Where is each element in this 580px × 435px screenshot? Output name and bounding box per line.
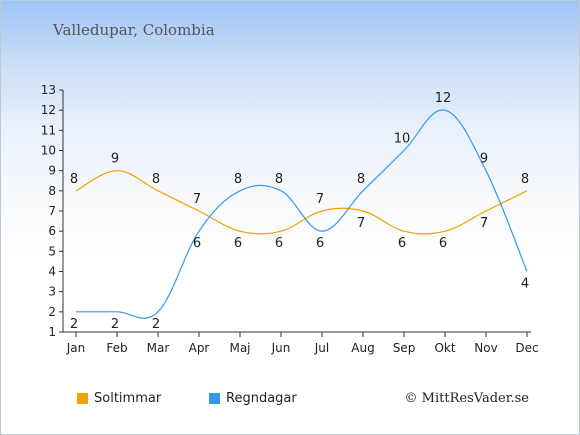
y-tick-label: 10 — [41, 144, 56, 158]
y-tick-label: 7 — [48, 204, 56, 218]
y-tick-label: 8 — [48, 184, 56, 198]
data-label-soltimmar: 7 — [193, 192, 201, 207]
data-label-regndagar: 2 — [111, 317, 119, 332]
x-tick-label: Nov — [474, 341, 497, 355]
data-label-regndagar: 10 — [394, 132, 411, 147]
x-tick-label: Dec — [515, 341, 538, 355]
data-label-regndagar: 2 — [152, 317, 160, 332]
data-label-regndagar: 4 — [521, 277, 529, 292]
data-label-soltimmar: 7 — [480, 216, 488, 231]
data-label-regndagar: 6 — [316, 236, 324, 251]
y-tick-label: 2 — [48, 305, 56, 319]
y-tick-label: 4 — [48, 265, 56, 279]
legend-swatch-soltimmar — [77, 393, 88, 404]
legend-label-regndagar: Regndagar — [226, 391, 297, 406]
x-tick-label: Feb — [106, 341, 127, 355]
data-label-regndagar: 8 — [357, 172, 365, 187]
legend-item-regndagar: Regndagar — [209, 391, 297, 406]
data-label-soltimmar: 8 — [70, 172, 78, 187]
y-tick-label: 13 — [41, 83, 56, 97]
chart-title: Valledupar, Colombia — [53, 21, 215, 39]
data-label-soltimmar: 7 — [357, 216, 365, 231]
data-label-regndagar: 6 — [193, 236, 201, 251]
data-label-soltimmar: 8 — [152, 172, 160, 187]
x-tick-label: Okt — [434, 341, 455, 355]
x-tick-label: Jul — [314, 341, 329, 355]
x-tick-label: Aug — [351, 341, 374, 355]
y-tick-label: 5 — [48, 244, 56, 258]
data-label-soltimmar: 6 — [234, 236, 242, 251]
series-line-soltimmar — [75, 170, 528, 235]
y-tick-label: 11 — [41, 123, 56, 137]
data-label-soltimmar: 8 — [521, 172, 529, 187]
data-label-soltimmar: 7 — [316, 192, 324, 207]
data-label-regndagar: 8 — [234, 172, 242, 187]
data-label-soltimmar: 6 — [398, 236, 406, 251]
y-tick-label: 1 — [48, 325, 56, 339]
y-tick-label: 3 — [48, 285, 56, 299]
series-line-regndagar — [75, 109, 528, 319]
data-label-soltimmar: 9 — [111, 152, 119, 167]
data-label-soltimmar: 6 — [439, 236, 447, 251]
y-tick-label: 12 — [41, 103, 56, 117]
x-tick-label: Apr — [189, 341, 210, 355]
x-tick-label: Jun — [271, 341, 291, 355]
data-label-regndagar: 9 — [480, 152, 488, 167]
legend-swatch-regndagar — [209, 393, 220, 404]
legend-item-soltimmar: Soltimmar — [77, 391, 161, 406]
data-label-regndagar: 8 — [275, 172, 283, 187]
source-credit: © MittResVader.se — [404, 391, 529, 406]
data-label-soltimmar: 6 — [275, 236, 283, 251]
legend-label-soltimmar: Soltimmar — [94, 391, 162, 406]
y-tick-label: 9 — [48, 164, 56, 178]
data-label-regndagar: 12 — [435, 91, 452, 106]
x-tick-label: Jan — [66, 341, 86, 355]
x-tick-label: Sep — [393, 341, 416, 355]
y-tick-label: 6 — [48, 224, 56, 238]
x-tick-label: Maj — [229, 341, 250, 355]
data-label-regndagar: 2 — [70, 317, 78, 332]
x-tick-label: Mar — [147, 341, 170, 355]
